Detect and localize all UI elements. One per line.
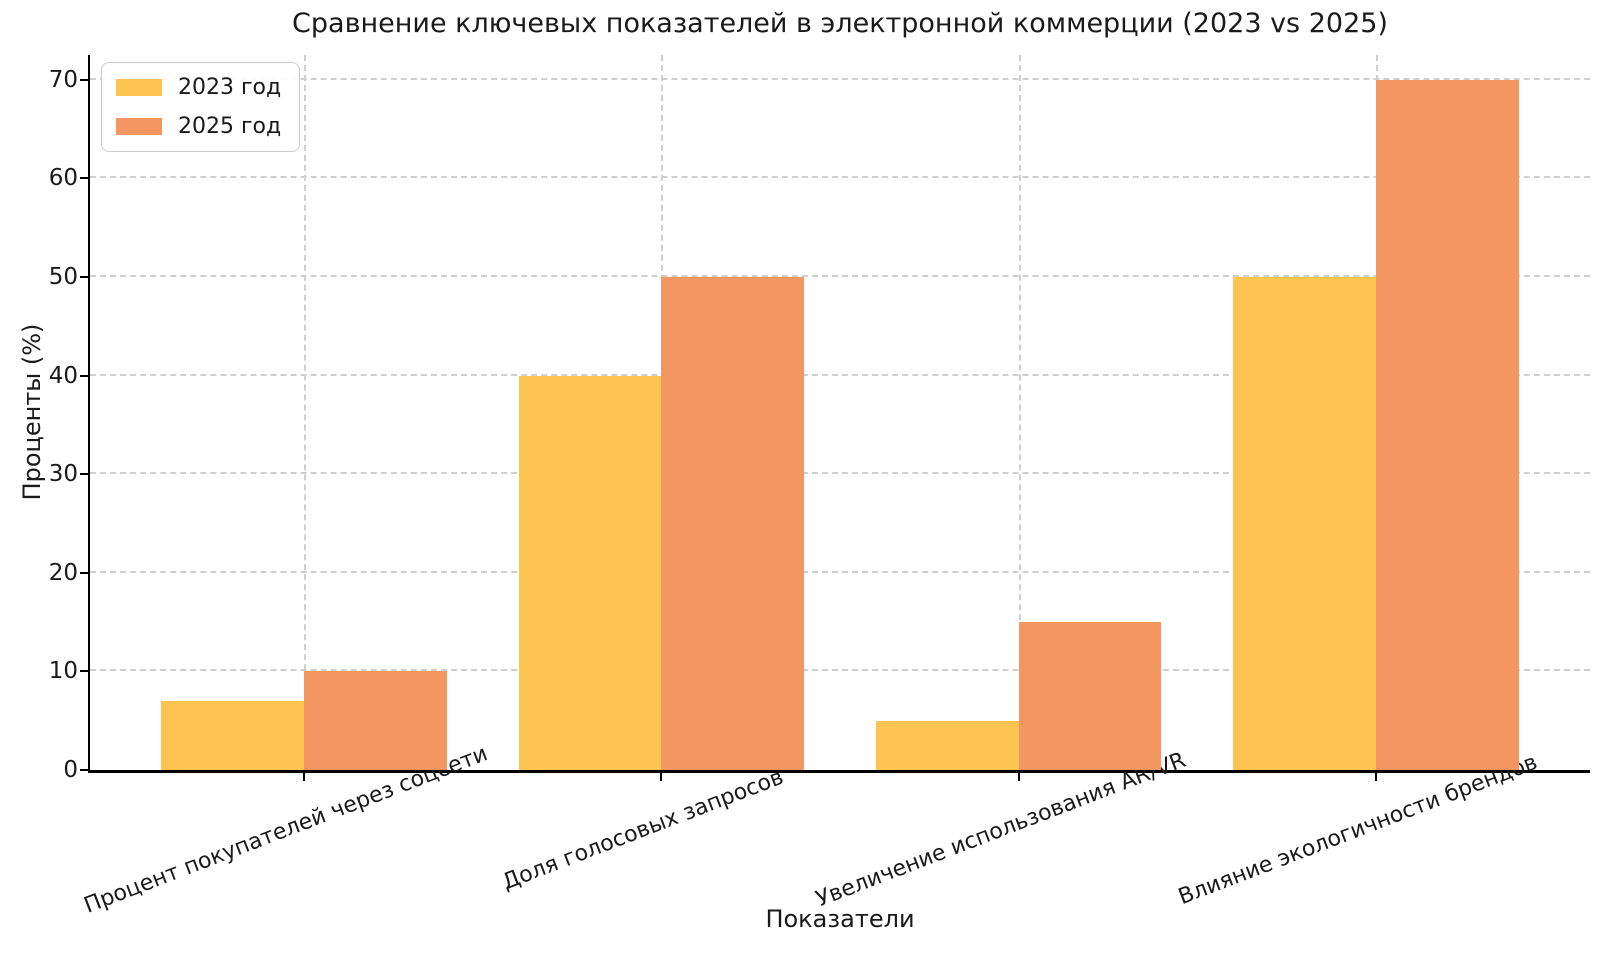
y-tick-label: 70 bbox=[48, 66, 78, 93]
y-tick-mark bbox=[80, 78, 88, 81]
bar-2025 bbox=[1018, 622, 1162, 770]
x-tick-mark bbox=[660, 773, 663, 781]
y-tick-mark bbox=[80, 769, 88, 771]
bar-2025 bbox=[1375, 79, 1519, 770]
x-tick-label: Доля голосовых запросов bbox=[499, 764, 788, 896]
y-tick-mark bbox=[80, 473, 88, 476]
legend: 2023 год 2025 год bbox=[101, 62, 301, 152]
y-tick-mark bbox=[80, 571, 88, 574]
y-tick-label: 10 bbox=[48, 658, 78, 685]
x-gridline bbox=[1018, 55, 1021, 770]
y-gridline bbox=[90, 176, 1590, 179]
y-gridline bbox=[90, 472, 1590, 475]
x-tick-label: Влияние экологичности брендов bbox=[1174, 749, 1541, 911]
legend-swatch-2023 bbox=[116, 79, 162, 96]
bar-2023 bbox=[161, 700, 305, 770]
bar-2023 bbox=[875, 720, 1019, 770]
y-tick-label: 0 bbox=[63, 757, 78, 783]
chart-title: Сравнение ключевых показателей в электро… bbox=[292, 8, 1388, 39]
y-tick-label: 30 bbox=[48, 461, 78, 488]
y-gridline bbox=[90, 373, 1590, 376]
x-tick-mark bbox=[303, 773, 306, 781]
y-gridline bbox=[90, 274, 1590, 277]
bar-2025 bbox=[304, 671, 448, 770]
y-tick-label: 20 bbox=[48, 559, 78, 586]
plot-area: 2023 год 2025 год bbox=[88, 55, 1590, 773]
y-gridline bbox=[90, 669, 1590, 672]
y-gridline bbox=[90, 77, 1590, 80]
y-tick-label: 60 bbox=[48, 165, 78, 192]
bar-2025 bbox=[661, 276, 805, 770]
bar-2023 bbox=[518, 375, 662, 770]
y-tick-mark bbox=[80, 374, 88, 377]
legend-label-2025: 2025 год bbox=[178, 114, 282, 139]
y-tick-mark bbox=[80, 670, 88, 673]
y-tick-mark bbox=[80, 177, 88, 180]
legend-swatch-2025 bbox=[116, 118, 162, 135]
y-tick-label: 40 bbox=[48, 362, 78, 389]
bar-2023 bbox=[1232, 276, 1376, 770]
y-tick-label: 50 bbox=[48, 263, 78, 290]
y-gridline bbox=[90, 570, 1590, 573]
x-axis-label: Показатели bbox=[765, 905, 915, 933]
legend-item-2025: 2025 год bbox=[116, 114, 281, 139]
x-gridline bbox=[304, 55, 307, 770]
x-tick-mark bbox=[1017, 773, 1020, 781]
legend-label-2023: 2023 год bbox=[178, 75, 282, 100]
legend-item-2023: 2023 год bbox=[116, 75, 281, 100]
x-tick-mark bbox=[1374, 773, 1377, 781]
y-tick-mark bbox=[80, 275, 88, 278]
